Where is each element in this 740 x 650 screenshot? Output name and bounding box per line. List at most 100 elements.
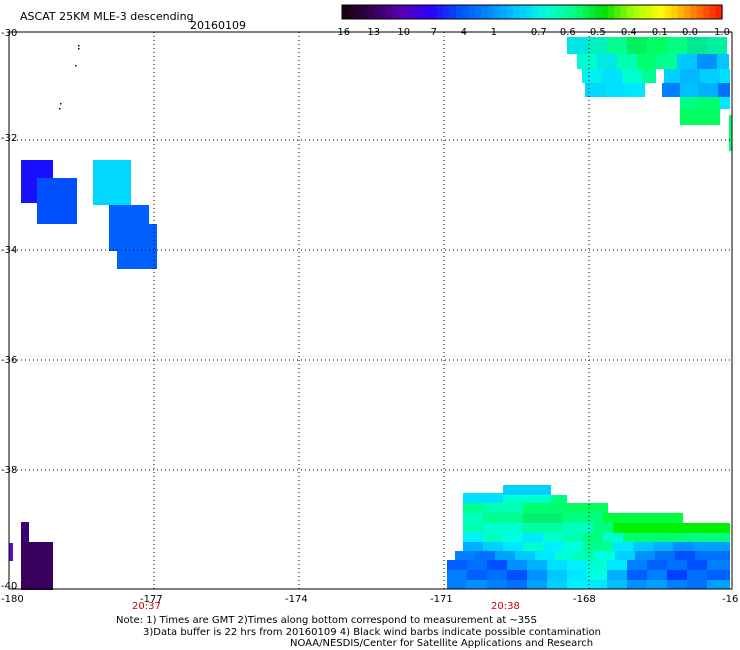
wind-cell: [657, 54, 677, 69]
wind-cell: [693, 542, 730, 551]
wind-cell: [602, 69, 622, 83]
wind-cell: [475, 551, 495, 560]
map-title: ASCAT 25KM MLE-3 descending: [20, 10, 194, 23]
wind-cell: [607, 37, 627, 54]
wind-cell: [627, 580, 647, 589]
wind-cell: [21, 522, 29, 542]
colorbar-segment: [468, 5, 476, 19]
wind-cell: [583, 533, 603, 542]
wind-cell: [563, 513, 603, 523]
wind-cell: [455, 551, 475, 560]
colorbar-segment: [709, 5, 717, 19]
colorbar-segment: [696, 5, 704, 19]
lat-label-36: -36: [1, 355, 17, 366]
wind-cell: [535, 551, 555, 560]
wind-cell: [93, 160, 131, 205]
wind-cell: [613, 542, 633, 551]
wind-cell: [487, 570, 507, 580]
wind-cell: [627, 37, 647, 54]
lon-label-171: -171: [430, 594, 453, 605]
colorbar-segment: [652, 5, 660, 19]
lat-label-38: -38: [1, 465, 17, 476]
colorbar-segment: [386, 5, 394, 19]
colorbar-segment: [449, 5, 457, 19]
wind-cell: [495, 551, 515, 560]
colorbar-segment: [411, 5, 419, 19]
colorbar-segment: [715, 5, 723, 19]
wind-cell: [527, 560, 547, 570]
wind-cell: [653, 542, 673, 551]
wind-cell: [567, 37, 587, 54]
wind-cell: [700, 97, 720, 109]
lat-label-34: -34: [1, 245, 17, 256]
wind-cell: [503, 542, 523, 551]
wind-cell: [595, 551, 615, 560]
wind-cell: [463, 513, 483, 523]
map-date: 20160109: [190, 19, 246, 32]
time-label-2037: 20:37: [132, 601, 161, 612]
colorbar-segment: [570, 5, 577, 19]
lat-lon-grid: [9, 32, 732, 589]
wind-cell: [567, 570, 587, 580]
wind-cell: [507, 560, 527, 570]
wind-cell: [547, 580, 567, 589]
wind-cell: [463, 542, 483, 551]
colorbar-segment: [677, 5, 685, 19]
wind-cell: [635, 551, 655, 560]
colorbar-segment: [506, 5, 514, 19]
wind-cell: [503, 533, 523, 542]
wind-cell: [563, 533, 583, 542]
colorbar-segment: [576, 5, 584, 19]
colorbar-segment: [487, 5, 495, 19]
wind-cell: [583, 542, 613, 551]
wind-cell: [662, 83, 680, 97]
wind-cell: [607, 560, 627, 570]
colorbar-segment: [589, 5, 596, 19]
wind-cell: [463, 493, 503, 503]
colorbar-segment: [405, 5, 413, 19]
wind-cell: [617, 54, 637, 69]
wind-cell: [655, 551, 675, 560]
wind-cell: [625, 83, 645, 97]
wind-cell: [680, 83, 698, 97]
wind-cell: [577, 54, 597, 69]
note-line-3: NOAA/NESDIS/Center for Satellite Applica…: [290, 638, 594, 649]
wind-cell: [718, 83, 730, 97]
lat-label-40: -40: [1, 581, 17, 592]
colorbar-segment: [532, 5, 539, 19]
colorbar-segment: [475, 5, 482, 19]
colorbar-segment: [348, 5, 356, 19]
colorbar-segment: [418, 5, 425, 19]
colorbar-segment: [500, 5, 508, 19]
colorbar-segment: [601, 5, 609, 19]
colorbar-segment: [354, 5, 362, 19]
wind-cell: [555, 551, 575, 560]
wind-cell: [547, 570, 567, 580]
wind-cell: [523, 503, 568, 513]
wind-cell: [697, 54, 717, 69]
colorbar-segment: [646, 5, 653, 19]
wind-cell: [21, 542, 29, 590]
wind-cell: [483, 523, 523, 533]
wind-cell: [720, 69, 730, 83]
wind-cell: [647, 37, 667, 54]
colorbar-segment: [525, 5, 533, 19]
wind-cell: [523, 523, 563, 533]
wind-cell: [527, 570, 547, 580]
wind-cell: [523, 533, 543, 542]
wind-cell: [483, 503, 523, 513]
wind-cell: [627, 570, 647, 580]
colorbar-segment: [430, 5, 438, 19]
wind-cell: [687, 560, 707, 570]
wind-cell: [680, 69, 700, 83]
wind-data-cells: [9, 37, 732, 590]
colorbar-segment: [620, 5, 628, 19]
wind-cell: [567, 580, 587, 589]
wind-cell: [622, 69, 642, 83]
wind-cell: [633, 542, 653, 551]
colorbar: -16 -13 -10 -7 -4 -1 -0.7 -0.6 -0.5 -0.4 -0.1 0.0 1.…: [334, 4, 730, 38]
lat-label-32: -32: [1, 133, 17, 144]
colorbar-frame: [341, 4, 723, 20]
wind-cell: [603, 533, 623, 542]
colorbar-segment: [380, 5, 387, 19]
